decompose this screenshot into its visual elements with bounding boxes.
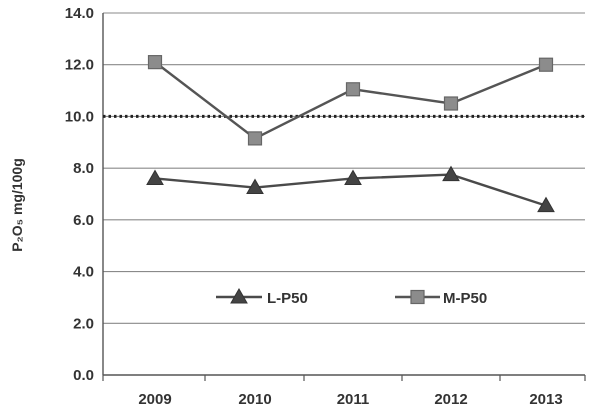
data-point-L-P50 <box>344 169 362 185</box>
y-tick-label: 6.0 <box>73 212 94 229</box>
y-axis-title: P₂O₅ mg/100g <box>9 158 25 252</box>
y-tick-label: 10.0 <box>65 108 94 125</box>
y-tick-label: 0.0 <box>73 367 94 384</box>
y-tick-label: 2.0 <box>73 315 94 332</box>
legend-item-L-P50: L-P50 <box>216 287 308 307</box>
y-tick-label: 4.0 <box>73 264 94 281</box>
legend-marker <box>230 287 248 304</box>
x-axis-ticks: 2009 2010 2011 2012 2013 <box>102 375 586 408</box>
y-tick-label: 12.0 <box>65 57 94 74</box>
x-tick-label: 2012 <box>434 391 467 408</box>
legend-item-M-P50: M-P50 <box>395 289 487 307</box>
y-axis-ticks: 0.0 2.0 4.0 6.0 8.0 10.0 12.0 14.0 <box>65 5 94 384</box>
data-point-L-P50 <box>537 196 555 213</box>
x-tick-label: 2011 <box>337 391 370 408</box>
x-tick-label: 2010 <box>238 391 271 408</box>
legend-label: L-P50 <box>267 290 308 307</box>
data-point-M-P50 <box>247 131 263 146</box>
x-tick-label: 2013 <box>529 391 562 408</box>
grid-lines <box>102 12 585 376</box>
data-point-L-P50 <box>246 178 264 195</box>
legend-marker <box>410 289 425 305</box>
data-point-M-P50 <box>443 96 459 111</box>
series-group <box>146 55 555 213</box>
data-point-L-P50 <box>442 165 460 182</box>
y-tick-label: 8.0 <box>73 160 94 177</box>
legend-label: M-P50 <box>443 290 487 307</box>
x-tick-label: 2009 <box>138 391 171 408</box>
data-point-M-P50 <box>345 82 361 97</box>
data-point-M-P50 <box>147 55 163 70</box>
series-line-M-P50 <box>154 61 547 140</box>
data-point-L-P50 <box>146 169 164 185</box>
data-point-M-P50 <box>538 57 554 72</box>
legend: L-P50 M-P50 <box>216 287 487 307</box>
y-tick-label: 14.0 <box>65 5 94 22</box>
